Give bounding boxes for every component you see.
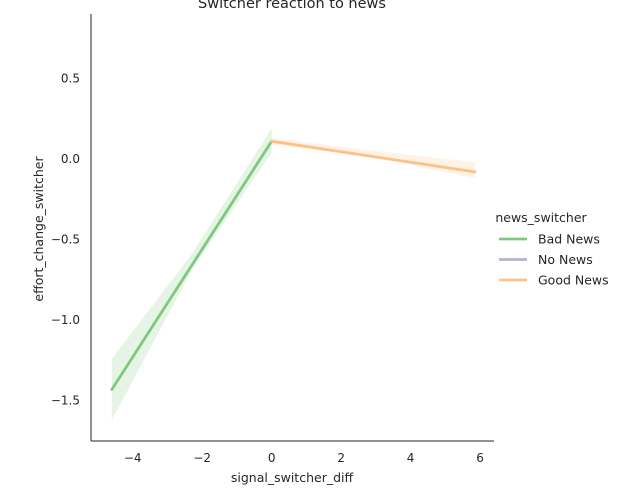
confidence-bands bbox=[111, 128, 475, 421]
x-tick-label: 0 bbox=[268, 451, 276, 465]
legend: news_switcher Bad News No News Good News bbox=[495, 210, 608, 288]
y-tick-label: −0.5 bbox=[51, 233, 80, 247]
y-axis-label: effort_change_switcher bbox=[31, 156, 46, 302]
y-tick-labels: 0.5 0.0 −0.5 −1.0 −1.5 bbox=[51, 71, 80, 407]
series-lines bbox=[110, 139, 477, 391]
legend-label: Bad News bbox=[538, 232, 600, 247]
x-tick-label: −4 bbox=[124, 451, 142, 465]
y-tick-label: 0.0 bbox=[61, 152, 80, 166]
series-line bbox=[110, 139, 274, 391]
series-line bbox=[270, 139, 477, 174]
x-axis-label: signal_switcher_diff bbox=[231, 470, 354, 485]
legend-label: Good News bbox=[538, 273, 609, 288]
y-tick-label: −1.5 bbox=[51, 394, 80, 408]
x-tick-label: 4 bbox=[407, 451, 415, 465]
confidence-band bbox=[111, 128, 272, 421]
y-tick-label: −1.0 bbox=[51, 313, 80, 327]
axes bbox=[90, 14, 494, 442]
x-tick-label: 2 bbox=[337, 451, 345, 465]
x-tick-label: 6 bbox=[476, 451, 484, 465]
confidence-band bbox=[271, 138, 475, 179]
chart-title: Switcher reaction to news bbox=[198, 0, 386, 12]
y-tick-label: 0.5 bbox=[61, 71, 80, 85]
legend-label: No News bbox=[538, 252, 593, 267]
x-tick-labels: −4 −2 0 2 4 6 bbox=[124, 451, 484, 465]
x-tick-label: −2 bbox=[193, 451, 211, 465]
legend-title: news_switcher bbox=[495, 210, 587, 225]
